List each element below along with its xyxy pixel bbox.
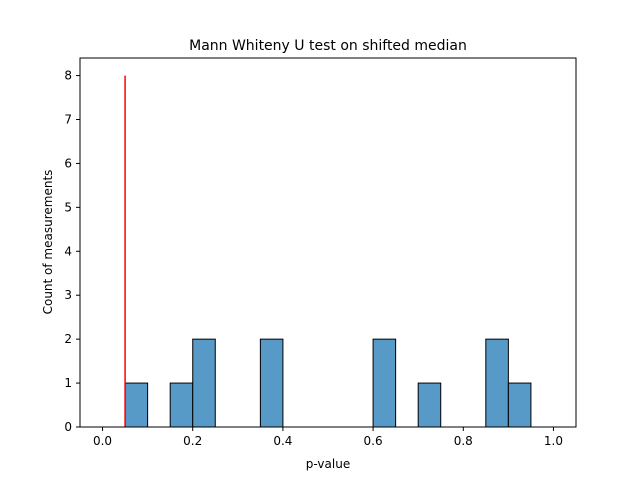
bars-group (124, 338, 532, 428)
x-tick-label: 0.2 (183, 434, 202, 448)
x-tick-label: 0.6 (364, 434, 383, 448)
x-axis-label: p-value (306, 457, 350, 471)
y-axis-label: Count of measurements (41, 170, 55, 315)
x-tick-label: 0.4 (273, 434, 292, 448)
y-tick-label: 8 (64, 69, 72, 83)
y-tick-label: 2 (64, 332, 72, 346)
histogram-bar-7 (507, 382, 532, 428)
y-tick-label: 1 (64, 376, 72, 390)
axes-frame (79, 57, 577, 428)
histogram-bar-1 (169, 382, 194, 428)
histogram-bar-3 (259, 338, 284, 428)
x-tick-label: 0.0 (93, 434, 112, 448)
y-tick-label: 5 (64, 200, 72, 214)
x-tick-label: 0.8 (454, 434, 473, 448)
histogram-bar-4 (372, 338, 397, 428)
y-tick-label: 0 (64, 420, 72, 434)
histogram-bar-0 (124, 382, 149, 428)
y-tick-label: 3 (64, 288, 72, 302)
histogram-bar-5 (417, 382, 442, 428)
histogram-bar-2 (192, 338, 216, 428)
y-tick-label: 4 (64, 244, 72, 258)
y-tick-label: 6 (64, 156, 72, 170)
y-axis-ticks: 0 1 2 3 4 5 6 7 8 (64, 69, 80, 434)
chart-title: Mann Whiteny U test on shifted median (189, 38, 467, 54)
x-tick-label: 1.0 (544, 434, 563, 448)
y-tick-label: 7 (64, 113, 72, 127)
x-axis-ticks: 0.0 0.2 0.4 0.6 0.8 1.0 (93, 427, 563, 448)
histogram-bar-6 (485, 338, 509, 428)
